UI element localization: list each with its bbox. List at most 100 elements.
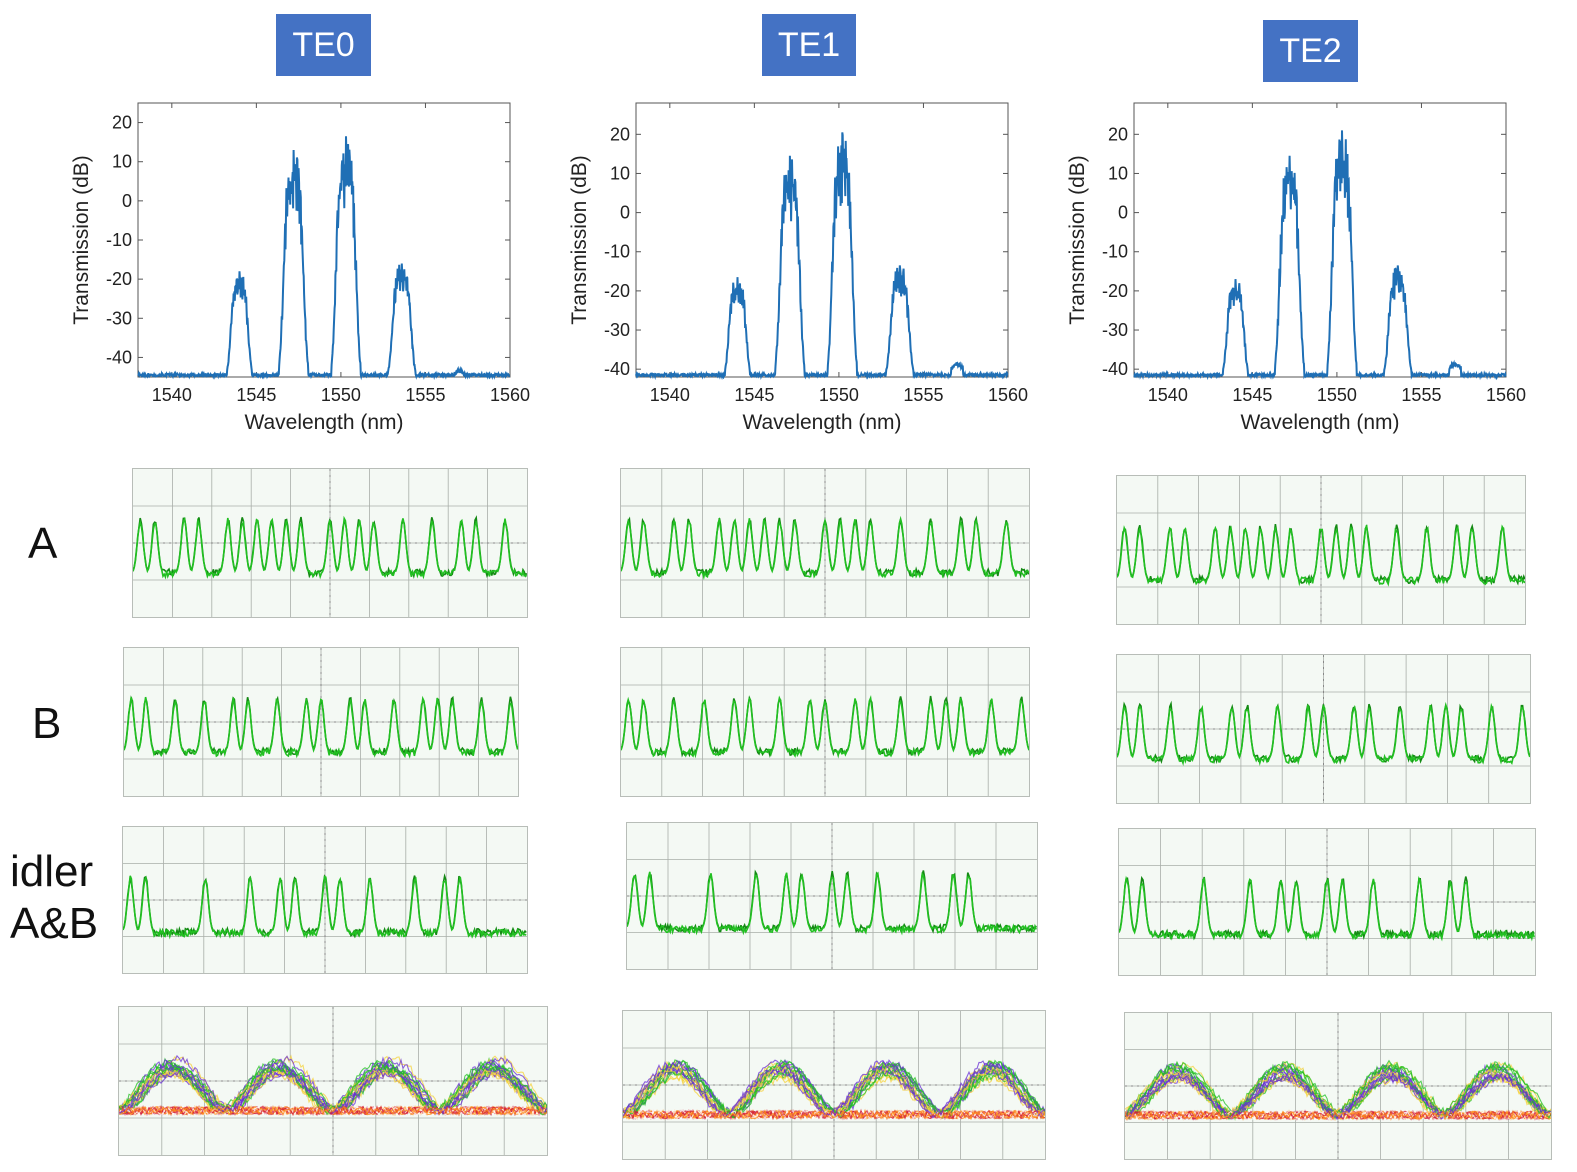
y-tick-label: -30 [1102, 320, 1128, 340]
eye-diagram-te0 [118, 1006, 548, 1156]
scope-idler-te2 [1118, 828, 1536, 976]
x-tick-label: 1545 [734, 385, 774, 405]
y-axis-title: Transmission (dB) [1066, 155, 1089, 325]
y-tick-label: 0 [1118, 203, 1128, 223]
eye-trace [1125, 1068, 1551, 1120]
spectrum-chart-te0: 20 10 0 -10 -20 -30 -40 1540 1545 1550 1555 1560 Wav… [70, 102, 530, 434]
x-tick-label: 1540 [1148, 385, 1188, 405]
spectrum-series-line [635, 132, 1009, 381]
y-tick-label: -40 [106, 347, 132, 367]
y-tick-label: 0 [122, 191, 132, 211]
scope-screen [123, 827, 527, 973]
spectrum-chart-te2: 20 10 0 -10 -20 -30 -40 1540 1545 1550 1555 1560 Wav… [1066, 102, 1526, 434]
scope-screen [1125, 1013, 1551, 1159]
eye-trace [623, 1067, 1045, 1120]
plot-frame [635, 102, 1009, 378]
scope-screen [621, 648, 1029, 796]
mode-badge-te2: TE2 [1263, 20, 1358, 82]
scope-screen [119, 1007, 547, 1155]
row-label-b: B [32, 699, 62, 748]
scope-trace [1117, 524, 1525, 587]
scope-trace [627, 869, 1037, 935]
scope-trace [627, 871, 1037, 936]
scope-signal-b-te1 [620, 647, 1030, 797]
x-tick-label: 1545 [1232, 385, 1272, 405]
x-tick-label: 1540 [152, 385, 192, 405]
scope-screen [124, 648, 518, 796]
y-tick-label: 20 [610, 124, 630, 144]
y-tick-label: -40 [1102, 359, 1128, 379]
y-tick-label: 10 [1108, 163, 1128, 183]
y-tick-label: 0 [620, 203, 630, 223]
x-tick-label: 1550 [1317, 385, 1357, 405]
eye-trace [623, 1059, 1045, 1119]
row-label-idler-ab: A&B [10, 899, 99, 948]
scope-screen [621, 469, 1029, 617]
plot-frame [1133, 102, 1507, 378]
eye-trace [1125, 1062, 1551, 1121]
x-tick-label: 1555 [405, 385, 445, 405]
x-tick-label: 1560 [1486, 385, 1526, 405]
row-label-a: A [28, 519, 58, 568]
x-tick-label: 1555 [903, 385, 943, 405]
scope-trace [133, 515, 527, 580]
scope-signal-b-te2 [1116, 654, 1531, 804]
scope-signal-a-te1 [620, 468, 1030, 618]
y-tick-label: -10 [106, 230, 132, 250]
scope-screen [623, 1011, 1045, 1159]
scope-idler-te0 [122, 826, 528, 974]
spectrum-series-line [1133, 130, 1507, 381]
mode-badge-te1: TE1 [762, 14, 856, 76]
y-tick-label: -40 [604, 359, 630, 379]
y-tick-label: 10 [112, 152, 132, 172]
eye-trace [1125, 1071, 1551, 1120]
x-tick-label: 1555 [1401, 385, 1441, 405]
y-tick-label: 20 [112, 113, 132, 133]
x-tick-label: 1540 [650, 385, 690, 405]
scope-trace [1119, 875, 1535, 942]
row-label-idler: idler [10, 847, 94, 896]
eye-trace [119, 1068, 547, 1116]
y-tick-label: -20 [106, 269, 132, 289]
scope-screen [1117, 655, 1530, 803]
scope-trace [621, 515, 1029, 581]
y-tick-label: -30 [604, 320, 630, 340]
spectrum-series-line [137, 136, 511, 381]
y-tick-label: -20 [604, 281, 630, 301]
spectrum-chart-te1: 20 10 0 -10 -20 -30 -40 1540 1545 1550 1555 1560 Wav… [568, 102, 1028, 434]
scope-trace [621, 695, 1029, 759]
x-tick-label: 1545 [236, 385, 276, 405]
x-tick-label: 1550 [321, 385, 361, 405]
eye-diagram-te1 [622, 1010, 1046, 1160]
scope-signal-b-te0 [123, 647, 519, 797]
scope-signal-a-te2 [1116, 475, 1526, 625]
y-tick-label: -10 [604, 242, 630, 262]
x-axis-title: Wavelength (nm) [244, 411, 403, 434]
x-tick-label: 1560 [988, 385, 1028, 405]
y-tick-label: -10 [1102, 242, 1128, 262]
scope-idler-te1 [626, 822, 1038, 970]
y-tick-label: 10 [610, 163, 630, 183]
plot-frame [137, 102, 511, 378]
y-tick-label: -20 [1102, 281, 1128, 301]
scope-trace [1117, 701, 1530, 766]
y-axis-title: Transmission (dB) [568, 155, 591, 325]
eye-trace [623, 1109, 1045, 1120]
mode-badge-te0: TE0 [276, 14, 371, 76]
scope-screen [133, 469, 527, 617]
y-tick-label: -30 [106, 308, 132, 328]
scope-screen [1119, 829, 1535, 975]
y-tick-label: 20 [1108, 124, 1128, 144]
eye-trace [119, 1105, 547, 1117]
scope-signal-a-te0 [132, 468, 528, 618]
eye-trace [1125, 1109, 1551, 1121]
scope-screen [1117, 476, 1525, 624]
x-tick-label: 1560 [490, 385, 530, 405]
x-tick-label: 1550 [819, 385, 859, 405]
scope-trace [123, 875, 527, 940]
y-axis-title: Transmission (dB) [70, 155, 93, 325]
eye-diagram-te2 [1124, 1012, 1552, 1160]
scope-screen [627, 823, 1037, 969]
x-axis-title: Wavelength (nm) [742, 411, 901, 434]
x-axis-title: Wavelength (nm) [1240, 411, 1399, 434]
